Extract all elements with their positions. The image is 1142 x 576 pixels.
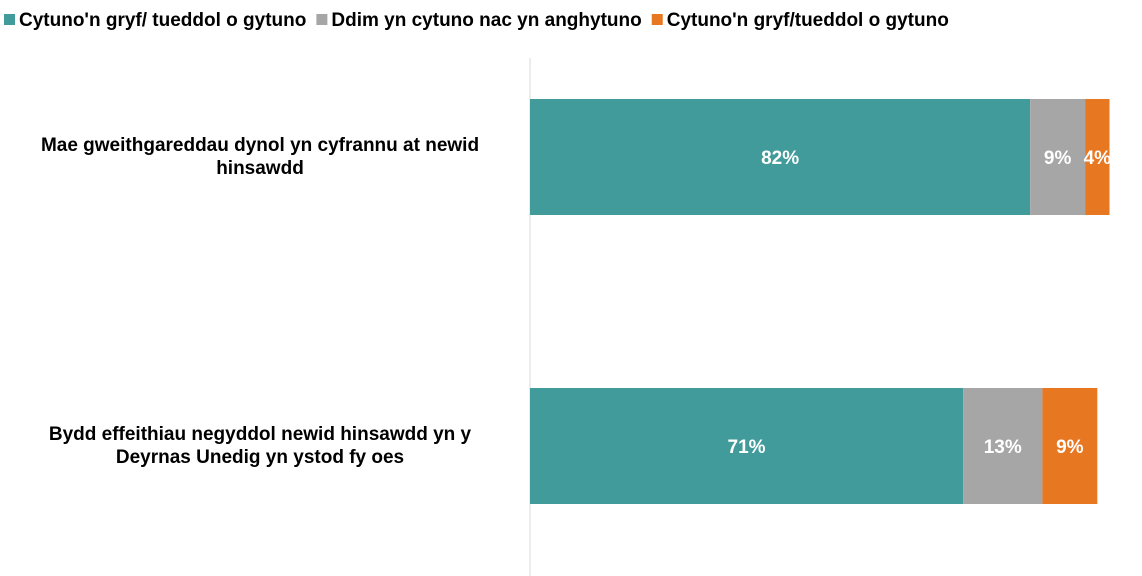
category-labels: Mae gweithgareddau dynol yn cyfrannu at … xyxy=(41,135,479,468)
bar-segment xyxy=(1042,388,1098,504)
data-labels: 82% 9% 4% 71% 13% 9% xyxy=(728,148,1112,458)
bar-segment xyxy=(963,388,1043,504)
bar-segment xyxy=(530,388,964,504)
data-label: 13% xyxy=(984,437,1022,458)
legend-label-2: Cytuno'n gryf/tueddol o gytuno xyxy=(667,10,949,31)
data-label: 9% xyxy=(1056,437,1084,458)
legend: Cytuno'n gryf/ tueddol o gytuno Ddim yn c… xyxy=(4,10,949,31)
bars xyxy=(530,99,1110,504)
legend-label-1: Ddim yn cytuno nac yn anghytuno xyxy=(331,10,641,31)
category-label-line: hinsawdd xyxy=(216,158,304,179)
category-label-0: Mae gweithgareddau dynol yn cyfrannu at … xyxy=(41,135,479,179)
legend-label-0: Cytuno'n gryf/ tueddol o gytuno xyxy=(19,10,306,31)
legend-swatch-1 xyxy=(316,14,328,25)
data-label: 71% xyxy=(728,437,766,458)
legend-swatch-2 xyxy=(651,14,663,25)
category-label-line: Deyrnas Unedig yn ystod fy oes xyxy=(116,447,404,468)
legend-swatch-0 xyxy=(4,14,15,25)
bar-segment xyxy=(1085,99,1110,215)
bar-segment xyxy=(1030,99,1086,215)
category-label-line: Bydd effeithiau negyddol newid hinsawdd … xyxy=(49,424,472,445)
data-label: 4% xyxy=(1084,148,1112,169)
bar-segment xyxy=(530,99,1031,215)
category-label-1: Bydd effeithiau negyddol newid hinsawdd … xyxy=(49,424,472,468)
data-label: 82% xyxy=(761,148,799,169)
data-label: 9% xyxy=(1044,148,1072,169)
category-label-line: Mae gweithgareddau dynol yn cyfrannu at … xyxy=(41,135,479,156)
